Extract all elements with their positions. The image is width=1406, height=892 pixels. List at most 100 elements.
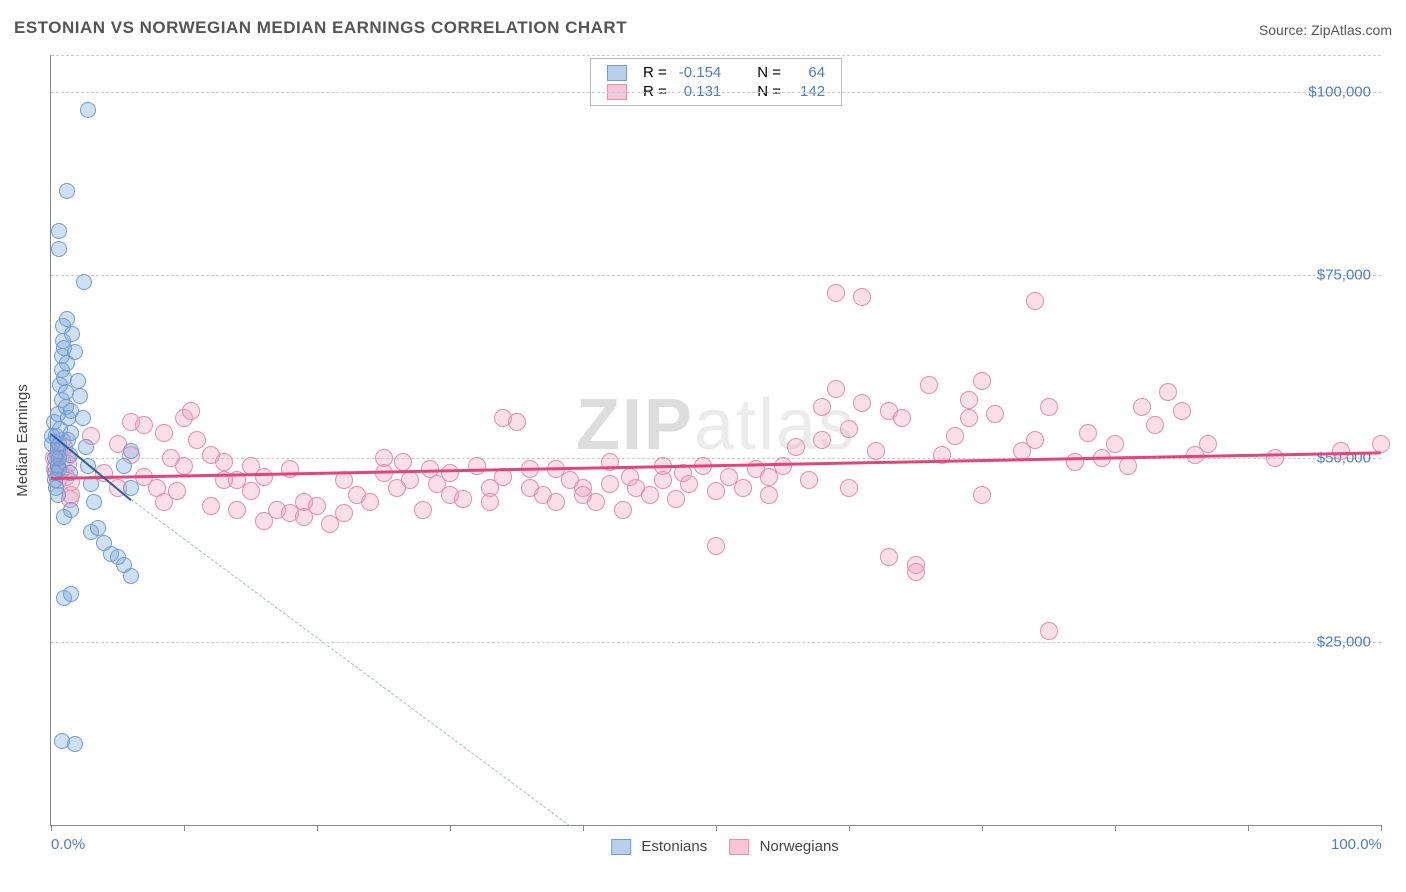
norwegians-marker	[614, 501, 632, 519]
series-label-norwegians: Norwegians	[760, 838, 839, 855]
norwegians-marker	[813, 431, 831, 449]
norwegians-marker	[973, 372, 991, 390]
estonians-marker	[51, 241, 67, 257]
norwegians-marker	[1266, 449, 1284, 467]
norwegians-marker	[335, 504, 353, 522]
estonians-marker	[67, 736, 83, 752]
y-axis-label: Median Earnings	[14, 384, 31, 497]
norwegians-marker	[361, 493, 379, 511]
norwegians-marker	[228, 501, 246, 519]
norwegians-marker	[468, 457, 486, 475]
norwegians-marker	[175, 457, 193, 475]
estonians-marker	[123, 568, 139, 584]
xtick-mark	[982, 825, 983, 831]
norwegians-marker	[920, 376, 938, 394]
norwegians-marker	[813, 398, 831, 416]
source-label: Source: ZipAtlas.com	[1259, 22, 1392, 38]
norwegians-marker	[641, 486, 659, 504]
gridline	[51, 92, 1381, 93]
norwegians-marker	[1026, 292, 1044, 310]
watermark: ZIPatlas	[576, 384, 856, 466]
swatch-estonians-icon	[611, 839, 631, 855]
xtick-mark	[716, 825, 717, 831]
estonians-marker	[78, 439, 94, 455]
swatch-estonians-icon	[607, 65, 627, 81]
norwegians-marker	[707, 482, 725, 500]
norwegians-marker	[734, 479, 752, 497]
estonians-marker	[59, 311, 75, 327]
norwegians-marker	[454, 490, 472, 508]
norwegians-marker	[255, 468, 273, 486]
estonians-marker	[90, 520, 106, 536]
xtick-mark	[849, 825, 850, 831]
norwegians-marker	[960, 409, 978, 427]
norwegians-marker	[986, 405, 1004, 423]
estonians-marker	[51, 223, 67, 239]
norwegians-marker	[1146, 416, 1164, 434]
norwegians-marker	[1133, 398, 1151, 416]
norwegians-marker	[960, 391, 978, 409]
xtick-mark	[1381, 825, 1382, 831]
norwegians-marker	[394, 453, 412, 471]
estonians-marker	[72, 388, 88, 404]
norwegians-marker	[1079, 424, 1097, 442]
norwegians-marker	[973, 486, 991, 504]
norwegians-marker	[188, 431, 206, 449]
norwegians-marker	[680, 475, 698, 493]
estonians-marker	[56, 509, 72, 525]
ytick-label: $25,000	[1317, 633, 1371, 650]
swatch-norwegians-icon	[729, 839, 749, 855]
norwegians-marker	[215, 453, 233, 471]
norwegians-marker	[1119, 457, 1137, 475]
norwegians-marker	[508, 413, 526, 431]
legend-row-estonians: R = -0.154 N = 64	[601, 63, 831, 82]
trend-extension	[130, 499, 569, 826]
norwegians-marker	[182, 402, 200, 420]
xtick-mark	[1115, 825, 1116, 831]
xtick-mark	[184, 825, 185, 831]
xtick-label: 100.0%	[1331, 836, 1382, 853]
norwegians-marker	[827, 284, 845, 302]
xtick-mark	[1248, 825, 1249, 831]
estonians-marker	[70, 373, 86, 389]
n-label: N =	[751, 63, 787, 82]
norwegians-marker	[907, 563, 925, 581]
norwegians-marker	[1066, 453, 1084, 471]
norwegians-marker	[707, 537, 725, 555]
norwegians-marker	[155, 424, 173, 442]
norwegians-marker	[1040, 398, 1058, 416]
estonians-marker	[76, 274, 92, 290]
estonians-marker	[67, 344, 83, 360]
norwegians-marker	[1173, 402, 1191, 420]
norwegians-marker	[827, 380, 845, 398]
xtick-mark	[583, 825, 584, 831]
norwegians-marker	[135, 416, 153, 434]
chart-title: ESTONIAN VS NORWEGIAN MEDIAN EARNINGS CO…	[14, 18, 627, 38]
norwegians-marker	[1040, 622, 1058, 640]
norwegians-marker	[202, 497, 220, 515]
estonians-marker	[123, 443, 139, 459]
r-value-estonians: -0.154	[673, 63, 728, 82]
xtick-mark	[317, 825, 318, 831]
norwegians-marker	[853, 288, 871, 306]
xtick-mark	[51, 825, 52, 831]
norwegians-marker	[760, 486, 778, 504]
norwegians-marker	[281, 460, 299, 478]
norwegians-marker	[787, 438, 805, 456]
estonians-marker	[116, 458, 132, 474]
norwegians-marker	[441, 464, 459, 482]
norwegians-marker	[401, 471, 419, 489]
estonians-marker	[80, 102, 96, 118]
norwegians-marker	[840, 420, 858, 438]
plot-area: ZIPatlas R = -0.154 N = 64 R = 0.131 N =	[50, 55, 1381, 826]
norwegians-marker	[587, 493, 605, 511]
estonians-marker	[63, 586, 79, 602]
estonians-marker	[86, 494, 102, 510]
norwegians-marker	[242, 482, 260, 500]
norwegians-marker	[168, 482, 186, 500]
norwegians-marker	[840, 479, 858, 497]
norwegians-marker	[335, 471, 353, 489]
watermark-bold: ZIP	[576, 385, 694, 465]
estonians-marker	[50, 487, 66, 503]
norwegians-marker	[481, 493, 499, 511]
